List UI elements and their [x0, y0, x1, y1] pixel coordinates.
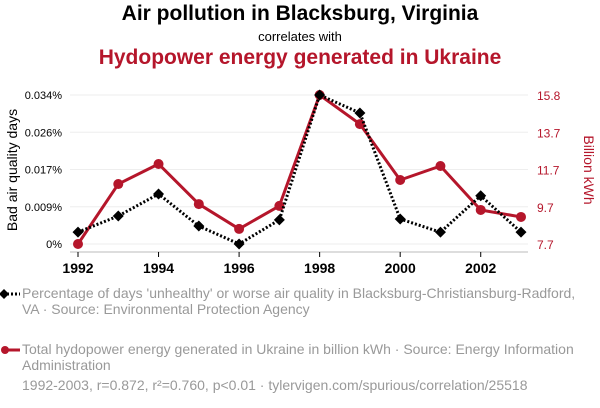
y-right-tick-label: 11.7	[537, 164, 560, 178]
data-point-hydropower	[516, 211, 526, 222]
data-point-hydropower	[153, 158, 164, 169]
data-point-hydropower	[395, 174, 406, 185]
data-point-air-pollution	[233, 238, 245, 250]
series-air-pollution	[72, 89, 527, 250]
y-right-tick-label: 9.7	[537, 201, 554, 215]
x-axis: 1992 1994 1996 1998 2000 2002	[62, 251, 528, 276]
y-axis-right-label: Billion kWh	[581, 135, 597, 204]
y-axis-left-label: Bad air quality days	[4, 109, 20, 231]
y-left-tick-label: 0%	[46, 239, 62, 251]
data-point-hydropower	[354, 119, 365, 130]
data-point-hydropower	[274, 200, 285, 211]
x-tick-label: 2000	[385, 260, 416, 276]
data-point-air-pollution	[434, 226, 446, 238]
series-line-hydropower	[76, 93, 522, 245]
x-tick-label: 1996	[224, 260, 255, 276]
legend-label-hydropower: Total hydopower energy generated in Ukra…	[22, 341, 574, 373]
data-point-hydropower	[475, 204, 486, 215]
legend-item-hydropower: Total hydopower energy generated in Ukra…	[1, 341, 582, 373]
data-point-air-pollution	[475, 190, 487, 202]
data-point-air-pollution	[394, 213, 406, 225]
y-left-tick-label: 0.009%	[25, 202, 63, 214]
chart-title: Air pollution in Blacksburg, Virginia	[121, 2, 479, 25]
data-point-air-pollution	[153, 188, 165, 200]
data-point-air-pollution	[354, 107, 366, 119]
series-line-air-pollution	[77, 92, 523, 246]
legend-diamond-dotted-icon	[0, 289, 20, 299]
legend-circle-line-icon	[1, 346, 20, 354]
y-left-tick-label: 0.017%	[25, 165, 63, 177]
chart-footer: 1992-2003, r=0.872, r²=0.760, p<0.01 · t…	[22, 377, 528, 393]
x-tick-label: 1992	[62, 260, 93, 276]
data-point-air-pollution	[314, 89, 326, 101]
data-point-hydropower	[113, 179, 124, 190]
y-left-tick-label: 0.034%	[25, 90, 63, 102]
legend-label-air-pollution: Percentage of days 'unhealthy' or worse …	[22, 285, 576, 317]
data-point-air-pollution	[273, 214, 285, 226]
gridlines	[70, 94, 528, 245]
data-point-hydropower	[193, 199, 204, 210]
data-point-air-pollution	[515, 226, 527, 238]
y-left-tick-label: 0.026%	[25, 127, 63, 139]
data-point-air-pollution	[193, 220, 205, 232]
data-point-air-pollution	[112, 210, 124, 222]
data-point-hydropower	[435, 161, 446, 172]
series-hydropower	[73, 90, 526, 249]
x-tick-label: 2002	[465, 260, 496, 276]
chart-subtitle: Hydopower energy generated in Ukraine	[98, 46, 502, 69]
y-right-tick-label: 7.7	[537, 238, 554, 252]
x-tick-label: 1994	[143, 260, 174, 276]
y-right-tick-label: 15.8	[537, 89, 561, 103]
data-point-hydropower	[234, 223, 245, 234]
data-point-air-pollution	[72, 226, 84, 238]
chart-connector-text: correlates with	[258, 29, 342, 44]
y-axis-right: 7.7 9.7 11.7 13.7 15.8	[537, 89, 561, 252]
x-tick-label: 1998	[304, 260, 335, 276]
data-point-hydropower	[73, 239, 83, 249]
legend-item-air-pollution: Percentage of days 'unhealthy' or worse …	[0, 285, 582, 317]
y-axis-left: 0% 0.009% 0.017% 0.026% 0.034%	[25, 90, 63, 251]
y-right-tick-label: 13.7	[537, 126, 561, 140]
